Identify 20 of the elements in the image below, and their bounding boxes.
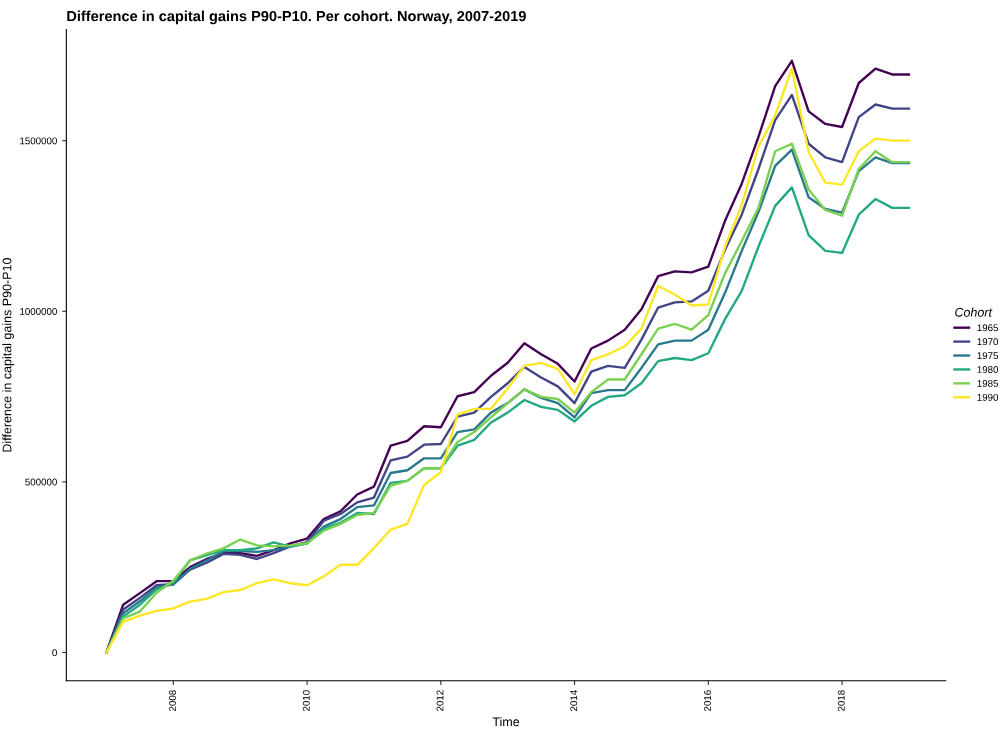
legend-label: 1965 bbox=[977, 324, 999, 332]
legend-label: 1970 bbox=[977, 338, 999, 346]
x-axis-title: Time bbox=[492, 717, 520, 727]
y-tick-label: 1000000 bbox=[20, 308, 57, 315]
x-tick-label: 2008 bbox=[169, 690, 176, 711]
legend-label: 1980 bbox=[977, 366, 999, 373]
y-tick-label: 1500000 bbox=[20, 137, 57, 145]
x-tick-label: 2012 bbox=[436, 690, 444, 711]
legend-label: 1985 bbox=[977, 379, 999, 387]
y-tick-label: 500000 bbox=[25, 478, 57, 486]
x-tick-label: 2018 bbox=[837, 690, 845, 711]
legend-label: 1975 bbox=[977, 352, 999, 360]
legend-label: 1990 bbox=[977, 393, 999, 401]
x-tick-label: 2010 bbox=[302, 690, 310, 711]
legend-title: Cohort bbox=[955, 307, 993, 317]
y-tick-label: 0 bbox=[52, 649, 57, 657]
x-tick-label: 2014 bbox=[570, 690, 578, 711]
x-tick-label: 2016 bbox=[704, 690, 711, 711]
chart-title: Difference in capital gains P90-P10. Per cohort. Norway, 2007-2019 bbox=[67, 10, 526, 25]
y-axis-title: Difference in capital gains P90-P10 bbox=[2, 258, 14, 452]
